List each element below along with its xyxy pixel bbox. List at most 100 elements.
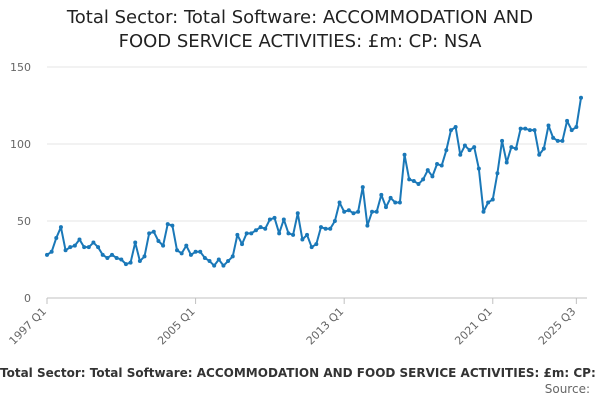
data-point: [541, 146, 546, 151]
data-point: [86, 245, 91, 250]
data-point: [188, 252, 193, 257]
data-point: [161, 243, 166, 248]
data-point: [96, 245, 101, 250]
data-point: [513, 146, 518, 151]
data-point: [560, 138, 565, 143]
data-point: [147, 231, 152, 236]
data-point: [119, 257, 124, 262]
y-tick-label-100: 100: [10, 138, 31, 151]
data-point: [72, 243, 77, 248]
data-point: [133, 240, 138, 245]
data-point: [388, 195, 393, 200]
data-point: [360, 185, 365, 190]
x-tick-label: 2021 Q1: [452, 305, 495, 348]
data-point: [221, 263, 226, 268]
data-point: [462, 143, 467, 148]
data-point: [453, 125, 458, 130]
data-point: [58, 225, 63, 230]
data-point: [370, 209, 375, 214]
footer-caption: Total Sector: Total Software: ACCOMMODAT…: [0, 366, 600, 380]
data-point: [235, 232, 240, 237]
data-point: [258, 225, 263, 230]
data-point: [518, 126, 523, 131]
data-point: [82, 245, 87, 250]
data-point: [309, 245, 314, 250]
data-point: [68, 245, 73, 250]
data-point: [244, 231, 249, 236]
data-point: [291, 232, 296, 237]
chart-title-line-2: FOOD SERVICE ACTIVITIES: £m: CP: NSA: [118, 31, 482, 52]
data-point: [579, 95, 583, 100]
data-point: [240, 242, 245, 247]
y-tick-label-150: 150: [10, 61, 31, 74]
data-point: [458, 152, 463, 157]
series-line: [45, 95, 583, 268]
y-tick-label-0: 0: [24, 292, 31, 305]
data-point: [393, 200, 398, 205]
data-point: [105, 255, 110, 260]
data-point: [45, 252, 49, 257]
y-tick-label-50: 50: [17, 215, 31, 228]
data-point: [123, 262, 128, 267]
data-point: [91, 240, 96, 245]
data-point: [77, 237, 82, 242]
chart-title-line-1: Total Sector: Total Software: ACCOMMODAT…: [66, 7, 534, 28]
data-point: [277, 231, 282, 236]
data-point: [523, 126, 528, 131]
data-point: [318, 225, 323, 230]
data-point: [383, 205, 388, 210]
data-point: [337, 200, 342, 205]
data-point: [569, 128, 574, 133]
data-point: [170, 223, 175, 228]
data-point: [402, 152, 407, 157]
data-point: [574, 125, 579, 130]
data-point: [351, 211, 356, 216]
data-point: [300, 237, 305, 242]
data-point: [198, 249, 203, 254]
series-polyline: [46, 97, 582, 267]
data-point: [305, 232, 310, 237]
data-point: [425, 168, 430, 173]
data-point: [439, 163, 444, 168]
data-point: [444, 148, 449, 153]
data-point: [467, 148, 472, 153]
data-point: [546, 123, 551, 128]
data-point: [495, 171, 500, 176]
data-point: [551, 135, 556, 140]
data-point: [490, 197, 495, 202]
data-point: [249, 231, 254, 236]
data-point: [295, 211, 300, 216]
data-point: [379, 192, 384, 197]
data-point: [110, 252, 115, 257]
data-point: [202, 255, 207, 260]
data-point: [137, 259, 142, 264]
data-point: [323, 226, 328, 231]
data-point: [253, 228, 258, 233]
data-point: [184, 243, 189, 248]
data-point: [416, 182, 421, 187]
data-point: [54, 235, 59, 240]
data-point: [175, 248, 180, 253]
data-point: [165, 222, 170, 227]
data-point: [281, 217, 286, 222]
data-point: [226, 259, 231, 264]
data-point: [114, 255, 119, 260]
data-point: [476, 166, 481, 171]
data-point: [328, 226, 333, 231]
data-point: [397, 200, 402, 205]
grid-lines: [47, 66, 587, 299]
data-point: [267, 217, 272, 222]
data-point: [411, 178, 416, 183]
data-point: [272, 215, 277, 220]
source-label: Source:: [544, 382, 590, 396]
data-point: [500, 138, 505, 143]
x-tick-label: 2005 Q1: [155, 305, 198, 348]
data-point: [356, 209, 361, 214]
x-axis: 1997 Q1 2005 Q1 2013 Q1 2021 Q1 2025 Q3: [7, 298, 578, 348]
chart-title: Total Sector: Total Software: ACCOMMODAT…: [0, 6, 600, 54]
data-point: [151, 229, 156, 234]
data-point: [128, 260, 133, 265]
data-point: [472, 145, 477, 150]
data-point: [193, 249, 198, 254]
data-point: [212, 263, 217, 268]
